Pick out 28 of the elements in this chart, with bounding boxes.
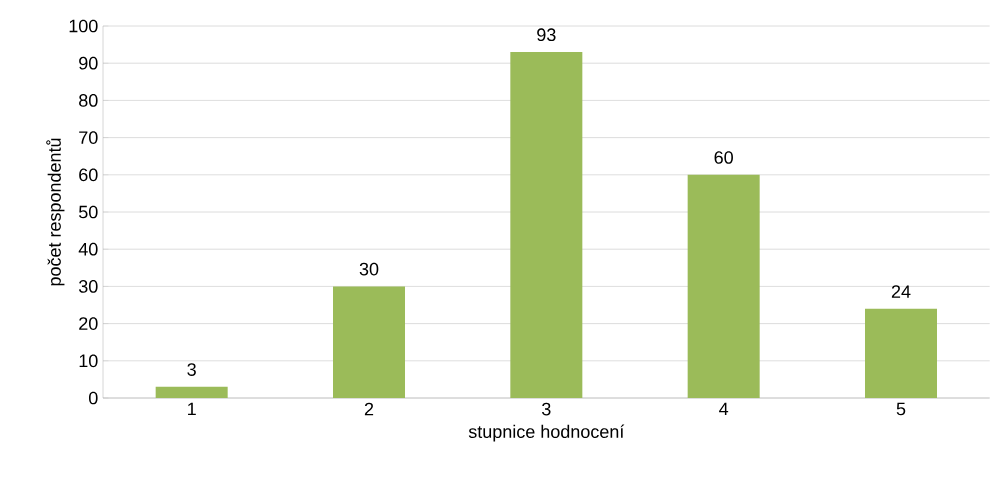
y-tick-label: 40 [78, 242, 98, 256]
x-tick-label: 4 [719, 402, 729, 416]
y-tick-label: 90 [79, 56, 98, 70]
y-tick-label: 50 [78, 205, 98, 219]
y-tick-label: 20 [79, 317, 98, 330]
y-axis-title: počet respondentů [46, 138, 65, 286]
y-tick-label: 70 [79, 131, 98, 144]
bar [155, 386, 228, 398]
x-tick-label: 1 [188, 402, 196, 416]
data-label: 60 [714, 151, 733, 164]
data-label: 30 [359, 262, 379, 276]
y-tick-label: 30 [78, 280, 98, 293]
data-label: 3 [187, 363, 196, 376]
x-tick-label: 2 [364, 402, 374, 416]
x-tick-label: 5 [896, 402, 906, 416]
y-tick-label: 100 [69, 19, 98, 33]
x-axis-title: stupnice hodnocení [468, 424, 625, 442]
bar [865, 308, 937, 398]
y-tick-label: 60 [79, 168, 98, 182]
y-tick-label: 80 [79, 94, 98, 107]
bar [333, 286, 406, 398]
bar [687, 174, 760, 398]
y-tick-label: 10 [79, 354, 98, 368]
bar [510, 52, 583, 398]
data-label: 93 [537, 28, 556, 42]
y-tick-label: 0 [89, 391, 98, 405]
data-label: 24 [891, 285, 911, 298]
x-tick-label: 3 [542, 402, 551, 416]
